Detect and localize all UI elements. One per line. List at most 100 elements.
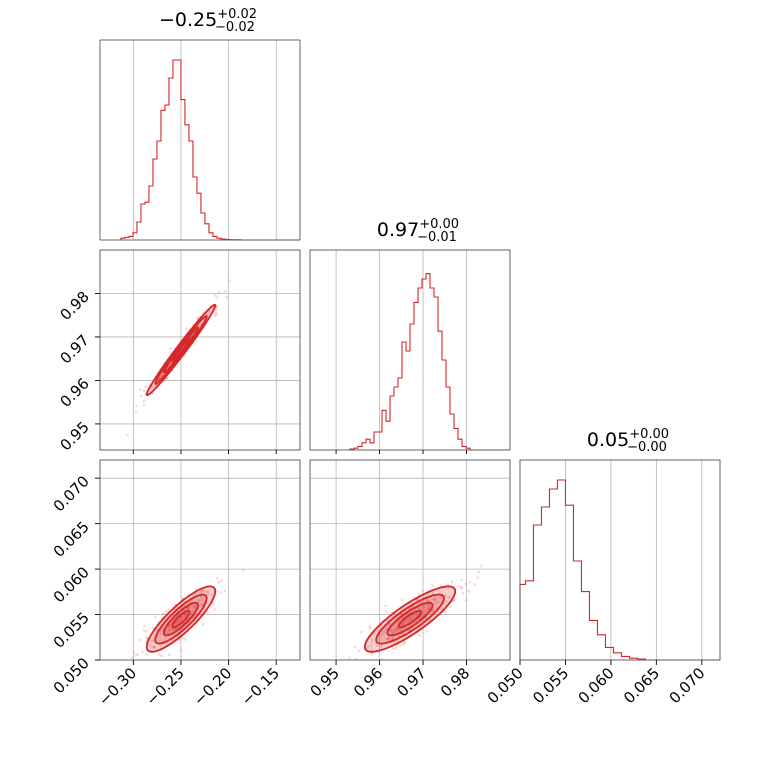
sample-point	[171, 627, 175, 631]
sample-point	[417, 592, 421, 596]
sample-point	[184, 327, 188, 331]
sample-point	[391, 630, 394, 633]
sample-point	[353, 645, 357, 649]
sample-point	[214, 312, 217, 316]
sample-point	[425, 598, 429, 601]
sample-point	[384, 604, 388, 608]
histogram-1	[349, 273, 510, 451]
histogram-panel-2	[519, 459, 721, 661]
x-tick-label: 0.98	[437, 664, 473, 700]
panel-title-2-value: 0.05	[587, 429, 629, 451]
sample-point	[161, 372, 164, 376]
sample-point	[153, 615, 157, 619]
sample-point	[220, 579, 223, 583]
sample-point	[468, 580, 472, 584]
sample-point	[140, 650, 144, 654]
sample-point	[436, 600, 440, 604]
sample-point	[183, 614, 187, 618]
sample-point	[460, 586, 464, 590]
sample-point	[186, 606, 190, 610]
sample-point	[196, 317, 199, 320]
sample-point	[183, 638, 187, 641]
sample-point	[395, 644, 399, 648]
sample-point	[214, 308, 218, 312]
panel-title-1-upper-error: +0.00	[419, 217, 459, 232]
sample-point	[180, 615, 183, 619]
sample-point	[200, 598, 204, 602]
x-tick-label: 0.060	[575, 664, 618, 707]
y-tick-label: 0.060	[50, 563, 93, 606]
sample-point	[215, 296, 219, 300]
sample-point	[390, 637, 394, 641]
sample-point	[400, 598, 404, 602]
sample-point	[225, 296, 229, 299]
sample-point	[200, 589, 204, 592]
sample-point	[198, 600, 202, 603]
sample-point	[165, 377, 169, 381]
sample-point	[150, 385, 154, 389]
panel-frame	[519, 459, 721, 661]
sample-point	[159, 632, 163, 636]
sample-point	[457, 584, 461, 588]
y-tick-label: 0.050	[50, 654, 93, 697]
sample-point	[393, 628, 397, 631]
sample-point	[142, 624, 146, 628]
sample-point	[473, 582, 477, 586]
sample-point	[145, 637, 149, 640]
sample-point	[410, 617, 414, 621]
sample-point	[142, 389, 146, 392]
sample-point	[213, 293, 217, 297]
sample-point	[168, 623, 172, 627]
sample-point	[424, 609, 428, 613]
sample-point	[448, 605, 452, 609]
panel-title-0-lower-error: −0.02	[215, 20, 255, 35]
contour-2sigma	[363, 585, 457, 653]
sample-point	[401, 643, 405, 646]
histogram-0	[120, 59, 300, 241]
contour-0.5sigma	[171, 337, 191, 363]
sample-point	[430, 610, 434, 614]
sample-point	[379, 625, 383, 629]
contour-1.5sigma	[154, 593, 208, 645]
sample-point	[134, 410, 138, 413]
sample-point	[368, 625, 372, 628]
sample-point	[157, 653, 161, 657]
sample-point	[407, 617, 411, 620]
sample-point	[224, 289, 228, 293]
sample-point	[219, 591, 222, 594]
sample-point	[442, 602, 446, 606]
y-tick-label: 0.97	[56, 331, 92, 367]
x-tick-label: −0.15	[238, 664, 283, 709]
panel-title-2: 0.05+0.00 −0.00	[587, 427, 669, 455]
sample-point	[431, 609, 434, 613]
panel-title-0-upper-error: +0.02	[217, 7, 257, 22]
sample-point	[425, 629, 428, 633]
sample-point	[417, 607, 421, 610]
sample-point	[178, 619, 181, 623]
panel-title-0-value: −0.25	[159, 9, 217, 31]
sample-point	[401, 622, 405, 626]
sample-point	[366, 645, 370, 648]
y-tick-label: 0.98	[56, 288, 92, 324]
sample-point	[367, 662, 370, 665]
x-tick-label: 0.070	[666, 664, 709, 707]
sample-point	[193, 604, 197, 608]
sample-point	[206, 589, 210, 593]
sample-point	[153, 646, 157, 650]
sample-point	[142, 399, 146, 403]
sample-point	[370, 640, 374, 644]
sample-point	[384, 610, 388, 614]
panel-title-2-lower-error: −0.00	[627, 440, 667, 455]
sample-point	[345, 667, 348, 670]
sample-point	[181, 636, 185, 640]
sample-point	[193, 604, 197, 608]
x-tick-label: 0.065	[620, 664, 663, 707]
panel-title-0: −0.25+0.02 −0.02	[159, 7, 257, 35]
sample-point	[432, 597, 435, 601]
sample-point	[200, 595, 203, 599]
sample-point	[400, 622, 404, 626]
sample-point	[213, 314, 217, 318]
sample-point	[190, 612, 194, 616]
sample-point	[461, 591, 465, 595]
